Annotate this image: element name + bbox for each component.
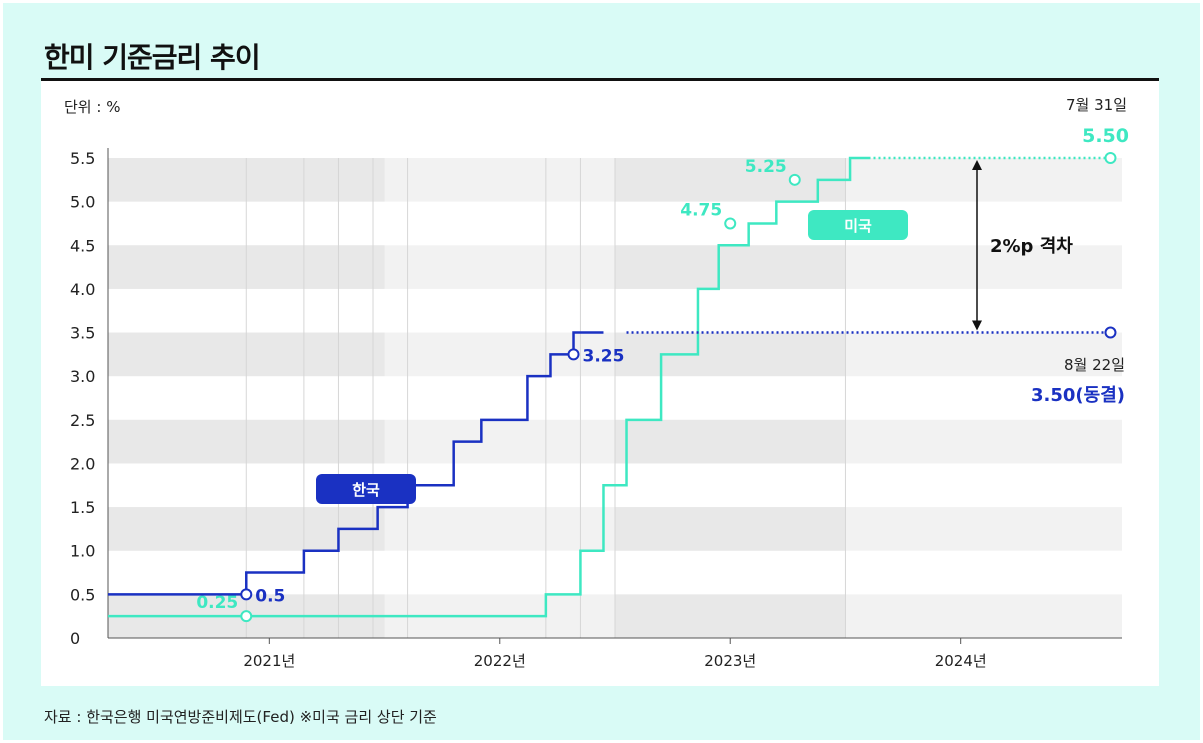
chart-title: 한미 기준금리 추이 — [44, 41, 261, 74]
grid-band-dark — [615, 594, 846, 638]
data-label: 0.25 — [196, 593, 238, 613]
data-label: 0.5 — [255, 586, 285, 606]
tag-us-label: 미국 — [844, 217, 872, 235]
x-tick-label: 2024년 — [935, 652, 987, 670]
grid-band-dark — [615, 332, 846, 377]
y-tick-label: 3.0 — [70, 367, 95, 386]
y-tick-label: 4.5 — [70, 236, 95, 255]
data-label: 4.75 — [680, 200, 722, 220]
y-tick-label: 4.0 — [70, 280, 95, 299]
data-label: 3.25 — [583, 346, 625, 366]
end-value-label: 3.50(동결) — [1031, 385, 1125, 406]
tag-korea-label: 한국 — [352, 481, 380, 499]
grid-band-dark — [615, 158, 846, 202]
end-date-label: 8월 22일 — [1064, 356, 1125, 374]
y-tick-label: 2.0 — [70, 454, 95, 473]
y-tick-label: 5.5 — [70, 149, 95, 168]
series-line-us — [108, 156, 869, 618]
data-marker — [567, 348, 580, 361]
tag-us — [808, 210, 908, 240]
y-tick-label: 0.5 — [70, 585, 95, 604]
grid-band-dark — [615, 507, 846, 551]
grid-band-dark — [615, 245, 846, 289]
x-tick-label: 2021년 — [243, 652, 295, 670]
end-marker — [1104, 152, 1117, 164]
grid-band-dark — [615, 419, 846, 464]
y-tick-label: 0 — [70, 629, 80, 648]
series-line-korea — [108, 331, 604, 596]
y-tick-label: 2.5 — [70, 411, 95, 430]
y-tick-label: 3.5 — [70, 324, 95, 343]
data-marker — [788, 173, 801, 186]
x-tick-label: 2022년 — [474, 652, 526, 670]
data-marker — [240, 610, 253, 623]
end-marker — [1104, 326, 1117, 339]
end-value-label: 5.50 — [1082, 125, 1129, 147]
y-tick-label: 1.0 — [70, 542, 95, 561]
tag-korea — [316, 474, 416, 504]
gap-arrow-head-bottom — [972, 320, 982, 331]
y-tick-label: 5.0 — [70, 193, 95, 212]
end-date-label: 7월 31일 — [1066, 96, 1127, 114]
x-tick-label: 2023년 — [704, 652, 756, 670]
gap-annotation: 2%p 격차 — [990, 236, 1073, 257]
data-label: 5.25 — [745, 157, 787, 177]
source-note: 자료 : 한국은행 미국연방준비제도(Fed) ※미국 금리 상단 기준 — [44, 708, 437, 726]
unit-label: 단위 : % — [64, 98, 121, 116]
y-tick-label: 1.5 — [70, 498, 95, 517]
gap-arrow-head-top — [972, 160, 982, 170]
title-rule — [41, 78, 1159, 81]
data-marker — [240, 588, 253, 601]
data-marker — [724, 217, 737, 230]
